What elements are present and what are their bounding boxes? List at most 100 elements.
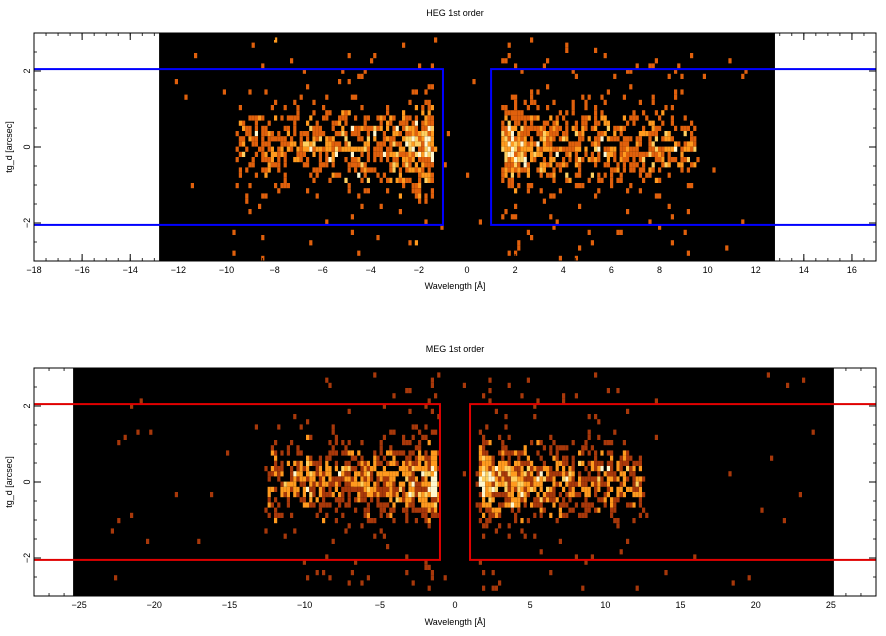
heatmap-cell xyxy=(587,94,591,100)
heatmap-cell xyxy=(366,518,370,524)
heatmap-cell xyxy=(667,162,671,168)
heatmap-cell xyxy=(299,151,303,157)
heatmap-cell xyxy=(603,172,607,178)
heatmap-cell xyxy=(373,136,377,142)
heatmap-cell xyxy=(562,131,566,137)
heatmap-cell xyxy=(309,125,313,131)
heatmap-cell xyxy=(286,502,290,508)
heatmap-cell xyxy=(562,455,566,461)
heatmap-cell xyxy=(334,481,338,487)
heatmap-cell xyxy=(309,434,313,440)
heatmap-cell xyxy=(504,497,508,503)
heatmap-cell xyxy=(523,460,527,466)
heatmap-cell xyxy=(520,518,524,524)
heatmap-cell xyxy=(581,136,585,142)
heatmap-cell xyxy=(392,481,396,487)
heatmap-cell xyxy=(366,507,370,513)
heatmap-cell xyxy=(251,162,255,168)
heatmap-cell xyxy=(501,450,505,456)
heatmap-cell xyxy=(344,466,348,472)
heatmap-cell xyxy=(306,434,310,440)
heatmap-cell xyxy=(610,502,614,508)
heatmap-cell xyxy=(341,471,345,477)
heatmap-cell xyxy=(302,466,306,472)
heatmap-cell xyxy=(414,105,418,111)
heatmap-cell xyxy=(290,486,294,492)
heatmap-cell xyxy=(568,471,572,477)
heatmap-cell xyxy=(286,497,290,503)
heatmap-cell xyxy=(568,492,572,498)
heatmap-cell xyxy=(558,481,562,487)
heatmap-cell xyxy=(274,136,278,142)
heatmap-cell xyxy=(286,125,290,131)
heatmap-cell xyxy=(331,162,335,168)
heatmap-cell xyxy=(558,502,562,508)
heatmap-cell xyxy=(686,209,690,215)
heatmap-cell xyxy=(277,502,281,508)
heatmap-cell xyxy=(347,486,351,492)
heatmap-cell xyxy=(498,502,502,508)
heatmap-cell xyxy=(520,393,524,399)
heatmap-cell xyxy=(418,440,422,446)
heatmap-cell xyxy=(760,507,764,513)
heatmap-cell xyxy=(347,167,351,173)
heatmap-cell xyxy=(408,136,412,142)
heatmap-cell xyxy=(690,131,694,137)
heatmap-cell xyxy=(235,183,239,189)
heatmap-cell xyxy=(587,450,591,456)
heatmap-cell xyxy=(683,157,687,163)
heatmap-cell xyxy=(405,157,409,163)
heatmap-cell xyxy=(536,471,540,477)
heatmap-cell xyxy=(507,162,511,168)
heatmap-cell xyxy=(245,193,249,199)
heatmap-cell xyxy=(280,460,284,466)
heatmap-cell xyxy=(382,502,386,508)
heatmap-cell xyxy=(632,518,636,524)
heatmap-cell xyxy=(427,136,431,142)
heatmap-cell xyxy=(421,136,425,142)
heatmap-cell xyxy=(427,120,431,126)
heatmap-cell xyxy=(485,486,489,492)
heatmap-cell xyxy=(331,538,335,544)
heatmap-cell xyxy=(549,570,553,576)
heatmap-cell xyxy=(283,162,287,168)
heatmap-cell xyxy=(507,53,511,59)
y-tick-label: −2 xyxy=(22,553,32,563)
heatmap-cell xyxy=(523,471,527,477)
heatmap-cell xyxy=(494,486,498,492)
heatmap-cell xyxy=(587,486,591,492)
heatmap-cell xyxy=(610,183,614,189)
heatmap-cell xyxy=(594,146,598,152)
heatmap-cell xyxy=(414,125,418,131)
heatmap-cell xyxy=(408,125,412,131)
heatmap-cell xyxy=(571,507,575,513)
heatmap-cell xyxy=(357,250,361,256)
heatmap-cell xyxy=(530,460,534,466)
heatmap-cell xyxy=(344,445,348,451)
y-tick-label: 0 xyxy=(22,479,32,484)
heatmap-cell xyxy=(277,162,281,168)
heatmap-cell xyxy=(654,146,658,152)
heatmap-cell xyxy=(366,460,370,466)
heatmap-cell xyxy=(622,146,626,152)
heatmap-cell xyxy=(328,486,332,492)
heatmap-cell xyxy=(424,131,428,137)
region-box-2 xyxy=(469,403,876,561)
heatmap-cell xyxy=(427,481,431,487)
heatmap-cell xyxy=(334,141,338,147)
heatmap-cell xyxy=(635,141,639,147)
heatmap-cell xyxy=(562,445,566,451)
heatmap-cell xyxy=(510,502,514,508)
heatmap-cell xyxy=(315,481,319,487)
heatmap-cell xyxy=(632,146,636,152)
heatmap-cell xyxy=(478,450,482,456)
heatmap-cell xyxy=(552,224,556,230)
heatmap-cell xyxy=(510,492,514,498)
heatmap-cell xyxy=(318,460,322,466)
heatmap-cell xyxy=(600,466,604,472)
heatmap-cell xyxy=(606,157,610,163)
heatmap-cell xyxy=(318,476,322,482)
heatmap-cell xyxy=(568,476,572,482)
heatmap-cell xyxy=(498,507,502,513)
heatmap-cell xyxy=(558,538,562,544)
